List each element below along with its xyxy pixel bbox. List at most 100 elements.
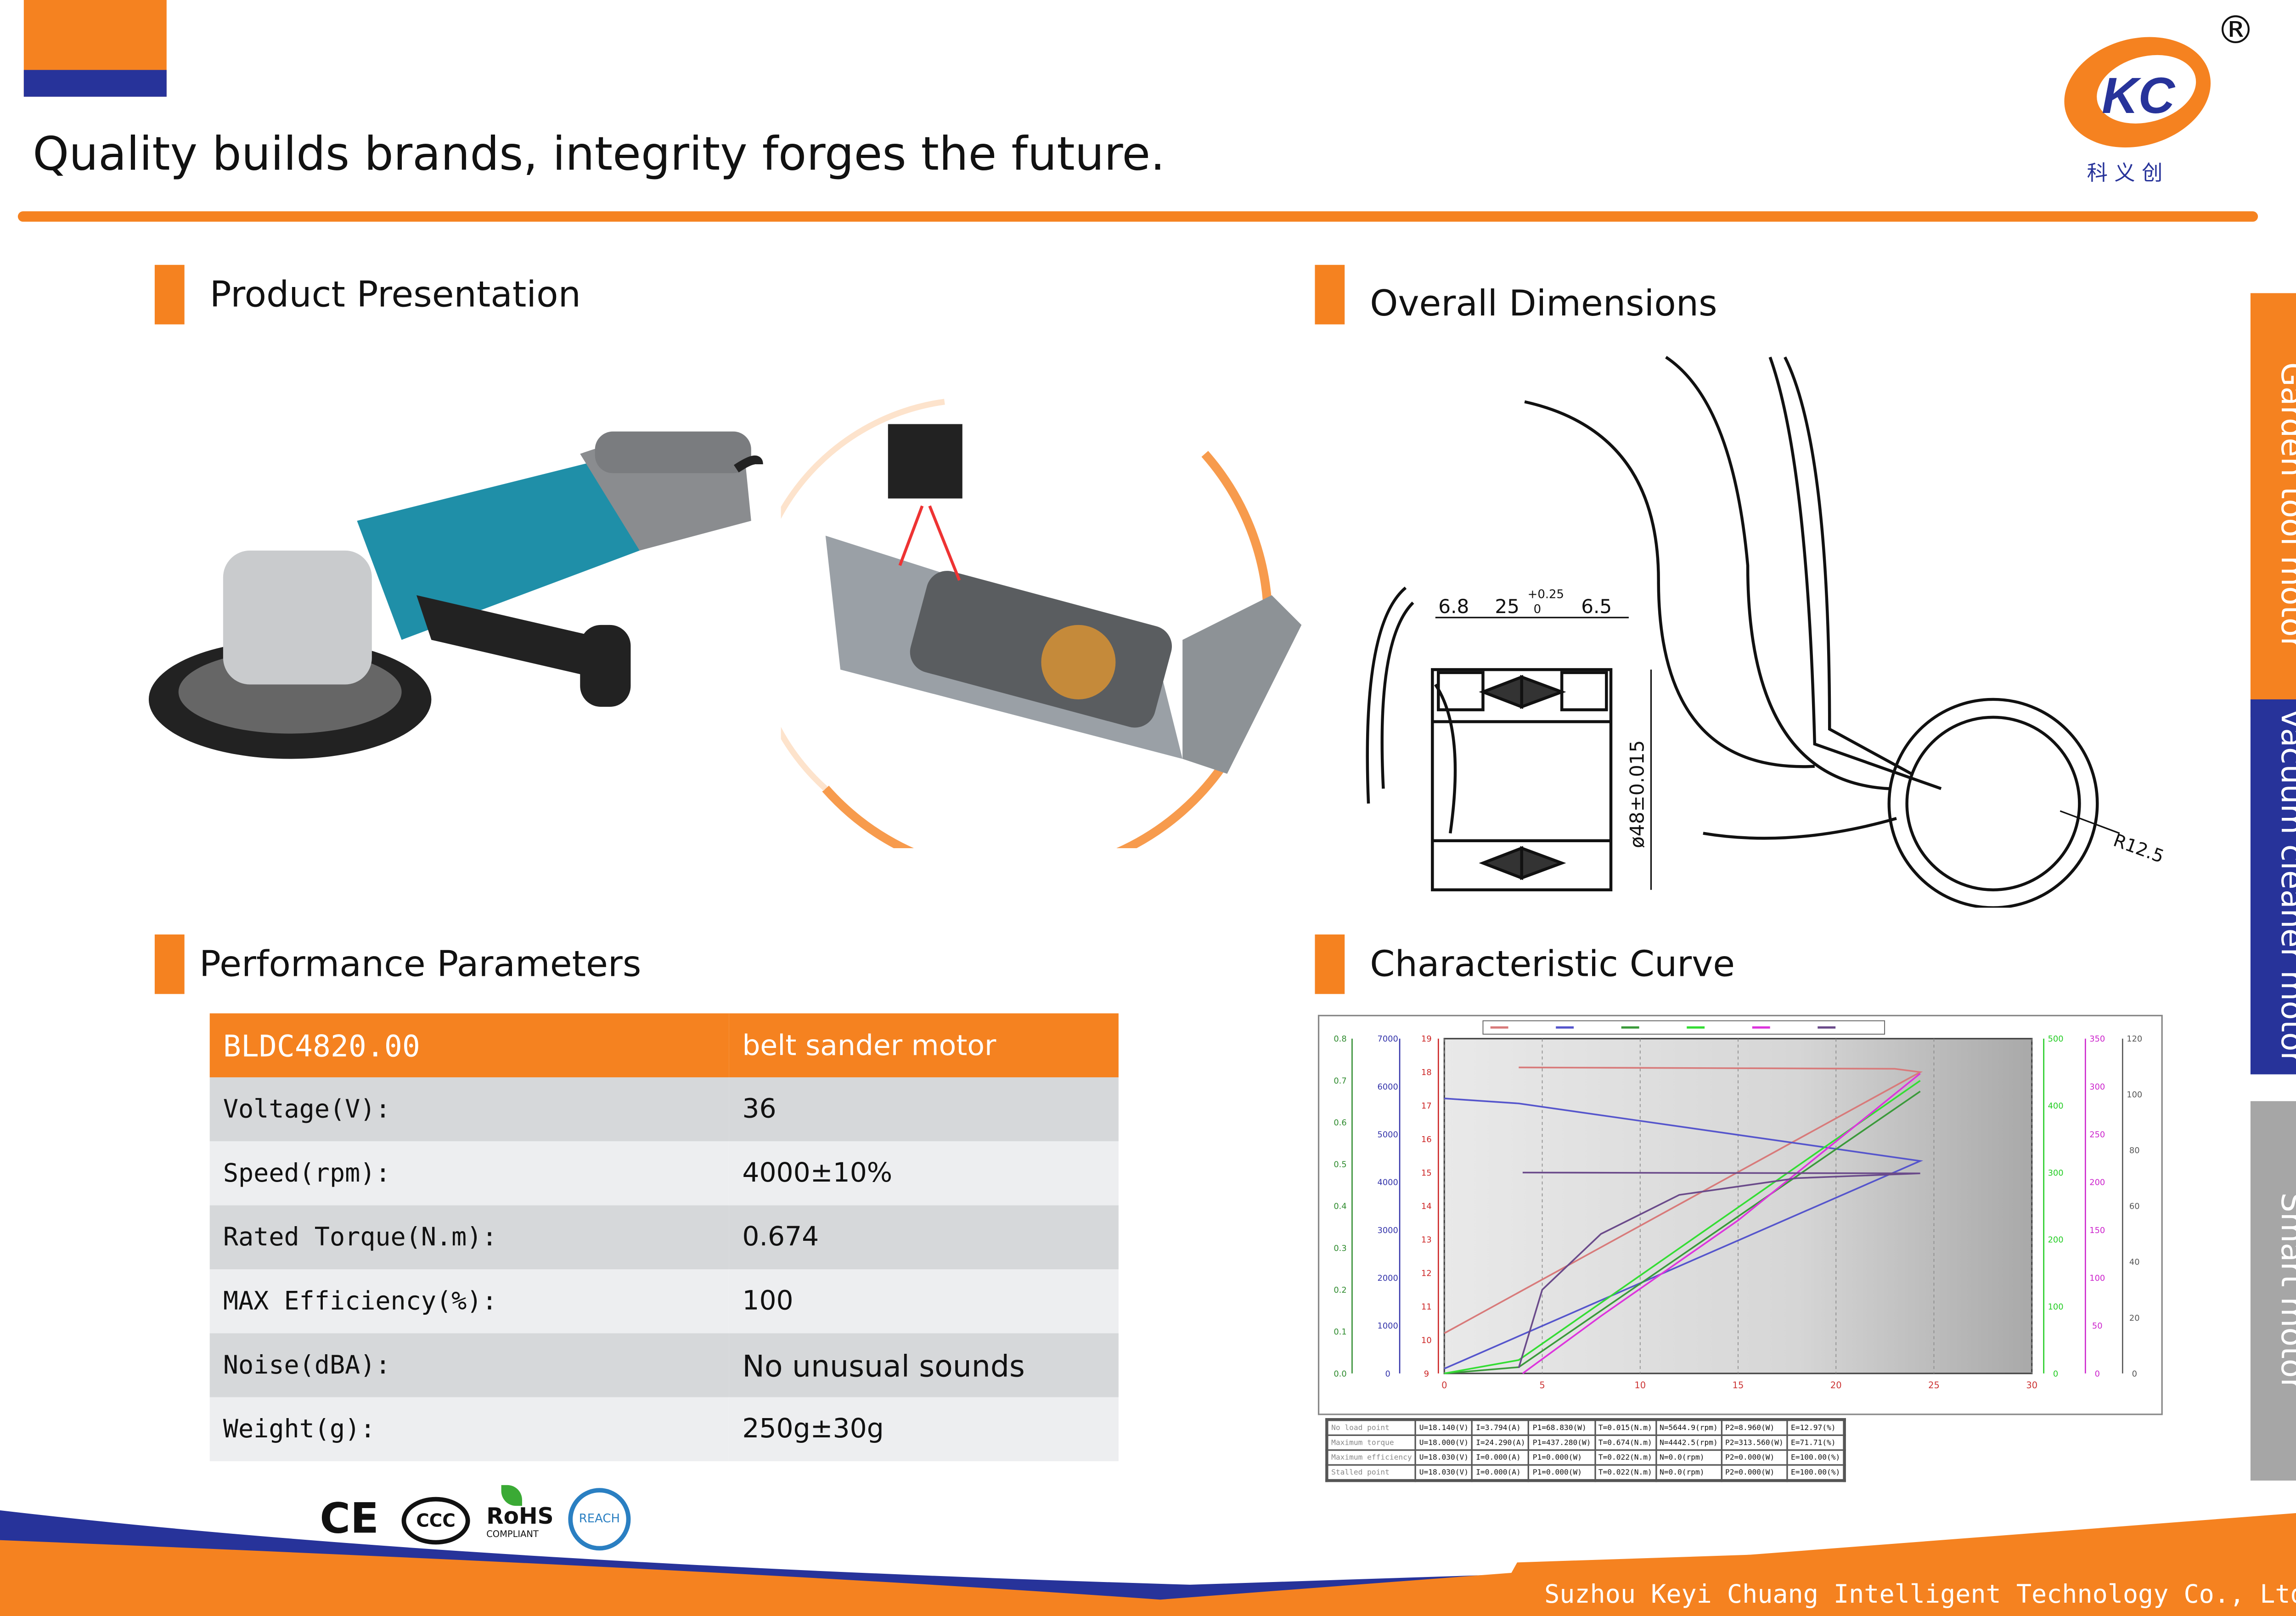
table-cell: Maximum torque (1326, 1434, 1417, 1451)
table-cell: N=0.0(rpm) (1655, 1449, 1722, 1466)
table-cell: I=0.000(A) (1471, 1449, 1530, 1466)
angle-grinder-image (148, 431, 763, 759)
y-tick-label: 60 (2129, 1202, 2140, 1211)
x-tick-label: 10 (1634, 1380, 1646, 1391)
series-line (1444, 1098, 1924, 1370)
y-tick-label: 120 (2127, 1034, 2142, 1044)
table-cell: T=0.674(N.m) (1594, 1434, 1657, 1451)
table-header-row: BLDC4820.00 belt sander motor (209, 1013, 1119, 1077)
table-cell: N=0.0(rpm) (1655, 1464, 1722, 1481)
dim-label: 6.5 (1581, 595, 1612, 618)
tagline: Quality builds brands, integrity forges … (33, 128, 1165, 182)
table-row: Rated Torque(N.m): 0.674 (209, 1205, 1119, 1269)
table-cell: Stalled point (1326, 1464, 1417, 1481)
dim-radius: R12.5 (2110, 830, 2167, 867)
y-tick-label: 200 (2089, 1178, 2105, 1188)
y-tick-label: 6000 (1378, 1082, 1398, 1092)
y-tick-label: 40 (2129, 1257, 2140, 1267)
table-cell: P1=437.280(W) (1528, 1434, 1596, 1451)
y-tick-label: 17 (1421, 1101, 1432, 1111)
table-row: Maximum efficiency U=18.030(V) I=0.000(A) P… (1326, 1449, 1846, 1466)
x-tick-label: 25 (1928, 1380, 1940, 1391)
table-row: Stalled point U=18.030(V) I=0.000(A) P1=0.0… (1326, 1464, 1846, 1481)
x-tick-label: 0 (1441, 1380, 1447, 1391)
y-tick-label: 400 (2048, 1101, 2064, 1111)
dim-tolerance: 0 (1534, 602, 1541, 616)
y-tick-label: 0 (2053, 1369, 2058, 1379)
table-row: Maximum torque U=18.000(V) I=24.290(A) P1=4… (1326, 1434, 1846, 1451)
y-tick-label: 350 (2089, 1034, 2105, 1044)
table-cell: P1=68.830(W) (1528, 1419, 1596, 1436)
y-tick-label: 3000 (1378, 1226, 1398, 1235)
table-row: MAX Efficiency(%): 100 (209, 1269, 1119, 1334)
table-cell: Maximum efficiency (1326, 1449, 1417, 1466)
y-tick-label: 19 (1421, 1034, 1432, 1044)
y-tick-label: 10 (1421, 1335, 1432, 1345)
series-line (1522, 1073, 1921, 1374)
y-tick-label: 13 (1421, 1235, 1432, 1245)
series-line (1518, 1171, 1920, 1368)
y-tick-label: 7000 (1378, 1034, 1398, 1044)
performance-table: BLDC4820.00 belt sander motor Voltage(V):… (209, 1013, 1119, 1461)
y-tick-label: 100 (2127, 1090, 2142, 1100)
y-tick-label: 300 (2048, 1168, 2064, 1178)
characteristic-chart: 0 5 10 15 20 25 30 0.0 0.1 0.2 0.3 0.4 0.5 0.6 0.7 0.8 0… (1317, 1014, 2163, 1415)
y-tick-label: 500 (2048, 1034, 2064, 1044)
table-cell: E=12.97(%) (1786, 1419, 1846, 1436)
y-tick-label: 0.3 (1334, 1244, 1346, 1253)
table-cell: T=0.022(N.m) (1594, 1464, 1657, 1481)
ce-mark: CE (320, 1494, 379, 1543)
table-cell: N=4442.5(rpm) (1655, 1434, 1722, 1451)
company-logo: KC ® 科 义 创 (2060, 9, 2255, 190)
y-tick-label: 0.1 (1334, 1327, 1346, 1337)
y-tick-label: 0.7 (1334, 1076, 1346, 1086)
y-tick-label: 16 (1421, 1135, 1432, 1144)
y-tick-label: 0 (1385, 1369, 1390, 1379)
svg-text:KC: KC (2102, 68, 2176, 124)
dim-label: 25 (1495, 595, 1519, 618)
dimension-drawing: 6.8 25 +0.25 0 6.5 ø48±0.015 R12.5 (1366, 355, 2167, 908)
tab-vacuum-cleaner-motor[interactable]: vacuum cleaner motor (2250, 699, 2296, 1075)
table-cell: T=0.022(N.m) (1594, 1449, 1657, 1466)
table-row: Noise(dBA): No unusual sounds (209, 1333, 1119, 1397)
characteristic-table: No load point U=18.140(V) I=3.794(A) P1=68.… (1325, 1418, 1846, 1482)
dim-tolerance: +0.25 (1528, 588, 1564, 602)
table-cell: E=100.00(%) (1786, 1464, 1846, 1481)
y-tick-label: 250 (2089, 1130, 2105, 1140)
x-tick-label: 5 (1539, 1380, 1545, 1391)
table-cell: I=0.000(A) (1471, 1464, 1530, 1481)
table-cell: P2=8.960(W) (1721, 1419, 1788, 1436)
tab-garden-tool-motor[interactable]: Garden tool motor (2250, 293, 2296, 717)
table-cell: P2=0.000(W) (1721, 1464, 1788, 1481)
table-cell: U=18.000(V) (1415, 1434, 1473, 1451)
tab-smart-motor[interactable]: Smart motor (2250, 1101, 2296, 1481)
table-cell: U=18.140(V) (1415, 1419, 1473, 1436)
table-cell: No load point (1326, 1419, 1417, 1436)
table-cell: E=71.71(%) (1786, 1434, 1846, 1451)
table-cell: P2=313.560(W) (1721, 1434, 1788, 1451)
table-cell: N=5644.9(rpm) (1655, 1419, 1722, 1436)
y-tick-label: 0.5 (1334, 1160, 1346, 1170)
y-tick-label: 50 (2092, 1321, 2103, 1331)
y-tick-label: 300 (2089, 1082, 2105, 1092)
y-tick-label: 100 (2048, 1302, 2064, 1312)
y-tick-label: 0.6 (1334, 1118, 1346, 1127)
logo-chinese: 科 义 创 (2087, 162, 2163, 186)
y-tick-label: 14 (1421, 1202, 1432, 1211)
y-tick-label: 18 (1421, 1068, 1432, 1077)
y-tick-label: 100 (2089, 1273, 2105, 1283)
table-cell: E=100.00(%) (1786, 1449, 1846, 1466)
company-name: Suzhou Keyi Chuang Intelligent Technolog… (1544, 1580, 2296, 1610)
y-tick-label: 5000 (1378, 1130, 1398, 1140)
y-tick-label: 11 (1421, 1302, 1432, 1312)
table-cell: I=3.794(A) (1471, 1419, 1530, 1436)
certification-logos: CE CCC RoHS COMPLIANT REACH (320, 1485, 639, 1552)
motor-cutaway-image (781, 399, 1302, 848)
reach-mark: REACH (568, 1488, 631, 1551)
rohs-compliant-label: COMPLIANT (486, 1530, 539, 1540)
table-cell: P2=0.000(W) (1721, 1449, 1788, 1466)
table-row: Voltage(V): 36 (209, 1077, 1119, 1142)
y-tick-label: 0.2 (1334, 1285, 1346, 1295)
registered-mark: ® (2216, 9, 2255, 54)
series-line (1444, 1066, 1923, 1334)
